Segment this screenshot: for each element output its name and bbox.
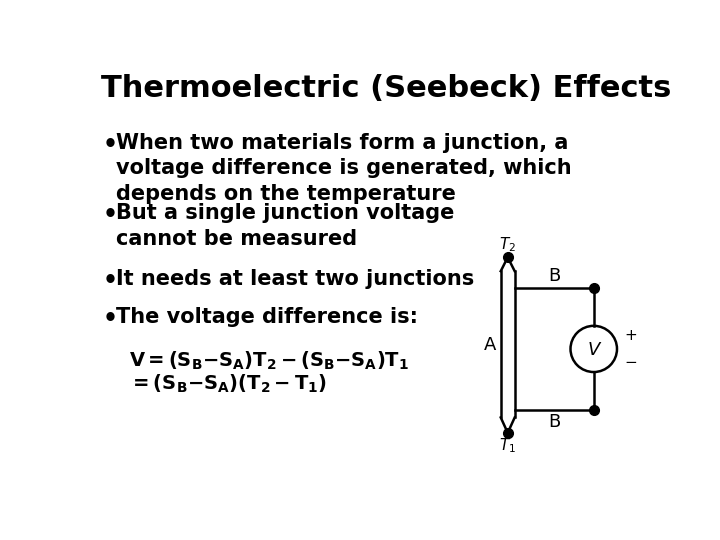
Text: But a single junction voltage
cannot be measured: But a single junction voltage cannot be … (117, 204, 455, 249)
Text: $\mathbf{V = (S_B{-}S_A)T_2 - (S_B{-}S_A)T_1}$: $\mathbf{V = (S_B{-}S_A)T_2 - (S_B{-}S_A… (129, 350, 409, 372)
Text: •: • (102, 204, 117, 227)
Text: A: A (484, 336, 496, 354)
Text: $T_2$: $T_2$ (499, 235, 516, 254)
Text: −: − (625, 355, 637, 370)
Text: $\mathbf{= (S_B{-}S_A)(T_2 - T_1)}$: $\mathbf{= (S_B{-}S_A)(T_2 - T_1)}$ (129, 373, 327, 395)
Text: When two materials form a junction, a
voltage difference is generated, which
dep: When two materials form a junction, a vo… (117, 132, 572, 204)
Text: +: + (625, 328, 637, 342)
Text: •: • (102, 307, 117, 332)
Text: The voltage difference is:: The voltage difference is: (117, 307, 418, 327)
Text: •: • (102, 132, 117, 157)
Text: It needs at least two junctions: It needs at least two junctions (117, 269, 474, 289)
Text: B: B (548, 413, 560, 431)
Text: B: B (548, 267, 560, 285)
Text: Thermoelectric (Seebeck) Effects: Thermoelectric (Seebeck) Effects (101, 74, 671, 103)
Text: •: • (102, 269, 117, 293)
Text: $T_1$: $T_1$ (499, 436, 516, 455)
Text: V: V (588, 341, 600, 360)
